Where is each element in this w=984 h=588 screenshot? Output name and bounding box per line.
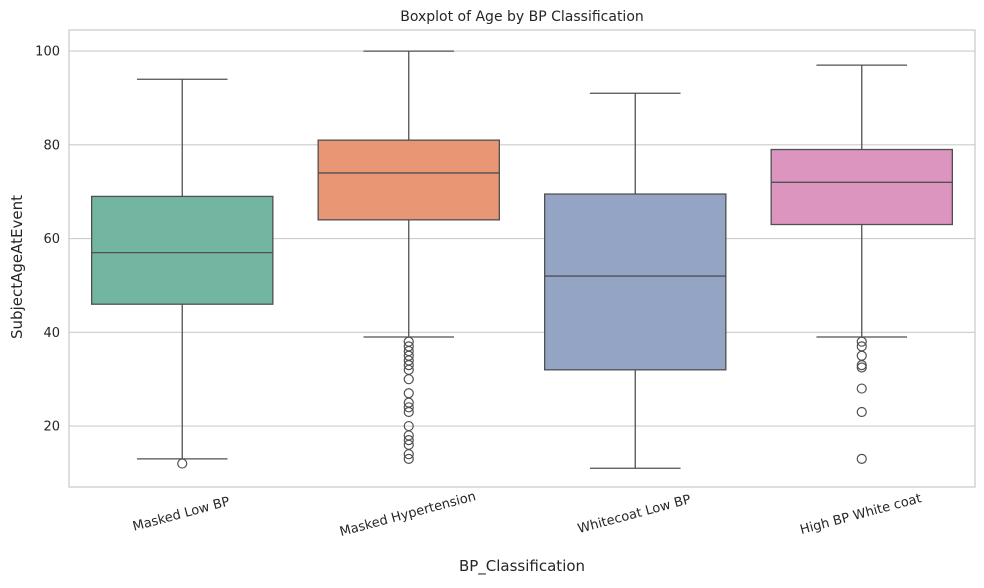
box-layer [91, 50, 954, 469]
box-group [544, 92, 727, 469]
y-tick-label: 20 [43, 420, 60, 435]
y-tick-label: 100 [35, 45, 60, 60]
iqr-box [91, 195, 274, 305]
outlier-point [856, 362, 867, 373]
chart-title: Boxplot of Age by BP Classification [400, 9, 644, 25]
plot-frame [68, 29, 976, 488]
outlier-point [403, 402, 414, 413]
y-tick-label: 60 [43, 232, 60, 247]
outlier-point [403, 453, 414, 464]
y-tick-label: 40 [43, 326, 60, 341]
y-axis-label: SubjectAgeAtEvent [8, 195, 26, 339]
outlier-point [403, 360, 414, 371]
iqr-box [317, 139, 500, 221]
box-group [770, 64, 954, 464]
iqr-box [770, 148, 954, 226]
outlier-point [403, 435, 414, 446]
outlier-point [403, 406, 414, 418]
y-tick-label: 80 [43, 138, 60, 153]
box-group [317, 50, 500, 464]
outlier-point [403, 374, 414, 385]
outlier-point [856, 453, 867, 464]
x-axis-label: BP_Classification [459, 557, 585, 576]
x-tick-label: High BP White coat [799, 491, 924, 538]
x-tick-label: Whitecoat Low BP [576, 492, 693, 537]
box-group [91, 78, 274, 469]
outlier-point [856, 406, 867, 418]
outlier-point [856, 336, 867, 347]
outlier-point [856, 350, 867, 361]
x-tick-label: Masked Low BP [131, 494, 232, 534]
outlier-point [403, 388, 414, 399]
iqr-box [544, 193, 727, 371]
outlier-point [403, 449, 414, 460]
x-tick-label: Masked Hypertension [338, 489, 477, 540]
outlier-point [177, 458, 188, 469]
outlier-point [856, 383, 867, 394]
